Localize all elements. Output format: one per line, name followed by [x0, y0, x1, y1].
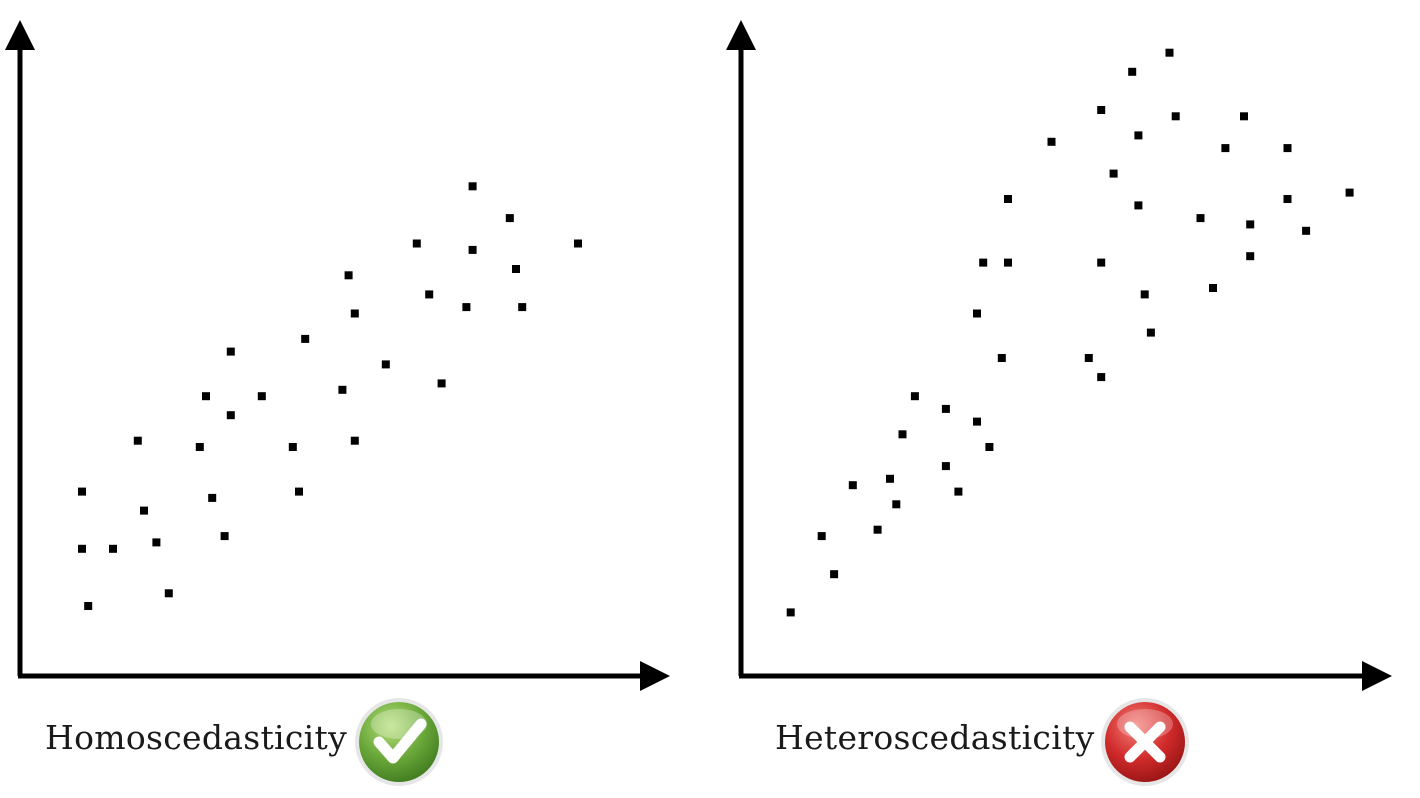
left-point: [140, 506, 148, 515]
left-point: [512, 265, 520, 273]
right-point: [1134, 201, 1143, 210]
right-point: [1004, 258, 1012, 267]
right-point: [1209, 284, 1217, 292]
right-x-axis-arrow: [1362, 661, 1392, 691]
right-point: [1097, 258, 1106, 267]
right-point: [1134, 131, 1143, 140]
left-point: [350, 436, 359, 445]
right-point: [1165, 48, 1174, 57]
right-point: [817, 532, 826, 541]
left-point: [295, 487, 303, 496]
left-point: [301, 334, 310, 343]
cross-icon: [1101, 698, 1189, 786]
right-point: [1128, 67, 1137, 76]
left-point: [78, 487, 86, 496]
left-point: [133, 436, 142, 445]
left-point: [84, 602, 93, 610]
left-point: [518, 303, 527, 312]
right-point: [892, 500, 901, 509]
left-point: [437, 379, 446, 388]
right-point: [1302, 226, 1311, 235]
left-point: [226, 411, 235, 420]
left-point: [412, 239, 421, 248]
left-point: [574, 239, 582, 248]
left-point: [78, 544, 86, 553]
left-point: [226, 347, 235, 356]
right-point: [1109, 169, 1118, 178]
right-point: [830, 570, 839, 579]
left-point: [338, 385, 347, 394]
heteroscedasticity-label: Heteroscedasticity: [775, 718, 1095, 757]
right-point: [941, 404, 950, 413]
left-point: [208, 493, 217, 502]
left-point: [462, 303, 471, 312]
left-point: [220, 532, 229, 541]
right-point: [1246, 220, 1255, 229]
right-point: [910, 392, 919, 401]
right-point: [1283, 195, 1292, 203]
right-point: [1283, 144, 1292, 153]
right-point: [985, 443, 994, 451]
right-point: [1097, 106, 1106, 114]
right-point: [1140, 290, 1149, 299]
right-point: [1004, 195, 1012, 203]
right-point: [1246, 252, 1255, 261]
left-y-axis-arrow: [5, 20, 35, 50]
right-point: [1047, 137, 1056, 146]
right-point: [941, 462, 950, 471]
right-point: [1146, 328, 1155, 337]
left-point: [195, 443, 204, 451]
left-point: [257, 392, 266, 401]
left-point: [152, 538, 161, 547]
right-y-axis-arrow: [726, 20, 756, 50]
left-panel: [5, 20, 670, 691]
left-point: [109, 544, 117, 553]
right-point: [848, 481, 857, 490]
right-point: [1240, 112, 1248, 121]
right-point: [1196, 214, 1205, 223]
right-point: [973, 309, 981, 318]
check-icon: [355, 698, 443, 786]
left-point: [468, 182, 477, 191]
left-point: [350, 309, 359, 318]
left-point: [505, 214, 514, 223]
right-point: [973, 417, 981, 426]
right-point: [997, 354, 1006, 362]
homoscedasticity-label: Homoscedasticity: [45, 718, 348, 757]
left-point: [164, 589, 173, 598]
left-point: [344, 271, 353, 280]
right-point: [786, 608, 795, 617]
right-point: [1084, 354, 1093, 362]
left-x-axis-arrow: [640, 661, 670, 691]
right-point: [1097, 373, 1106, 382]
right-point: [873, 525, 882, 534]
right-point: [1345, 188, 1354, 197]
right-point: [979, 258, 988, 267]
left-points: [78, 182, 582, 610]
right-point: [1221, 144, 1230, 153]
right-point: [954, 487, 963, 496]
right-points: [786, 48, 1354, 617]
left-point: [468, 245, 477, 254]
left-point: [425, 290, 434, 299]
right-point: [886, 474, 894, 483]
right-point: [1171, 112, 1180, 121]
right-point: [898, 430, 907, 439]
left-point: [202, 392, 210, 401]
left-point: [381, 360, 390, 369]
right-panel: [726, 20, 1392, 691]
left-point: [288, 443, 297, 451]
